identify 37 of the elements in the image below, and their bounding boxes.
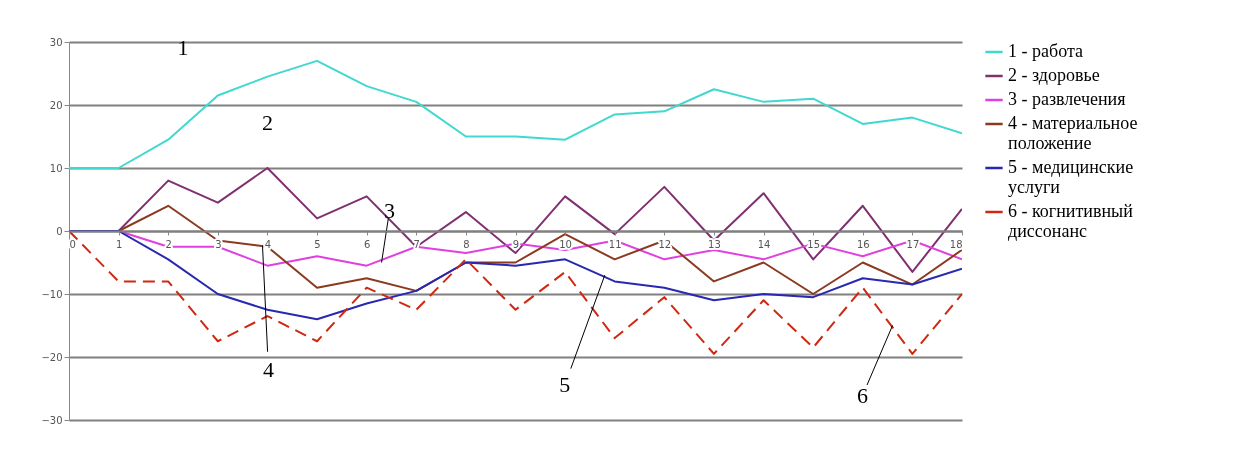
x-tick-label: 11 xyxy=(608,238,622,250)
legend-label: 4 - материальное положение xyxy=(1008,113,1138,153)
y-tick-label: 0 xyxy=(56,225,63,237)
annotation: 2 xyxy=(261,110,273,135)
annotation: 6 xyxy=(857,382,869,408)
x-tick-label: 13 xyxy=(708,238,721,250)
legend-label: 6 - когнитивный диссонанс xyxy=(1008,201,1134,241)
y-tick-label: 30 xyxy=(49,36,63,48)
legend-label: 3 - развлечения xyxy=(1008,89,1126,109)
annotation: 3 xyxy=(384,197,396,223)
legend-label: 2 - здоровье xyxy=(1008,65,1100,85)
line-series xyxy=(69,230,962,321)
y-tick-label: −10 xyxy=(41,288,63,300)
x-tick-label: 18 xyxy=(949,238,963,250)
x-tick-label: 5 xyxy=(314,238,321,250)
x-tick-label: 17 xyxy=(906,238,920,250)
y-tick-label: −30 xyxy=(41,414,63,426)
x-tick-label: 1 xyxy=(115,238,123,250)
x-tick-label: 7 xyxy=(413,238,420,250)
y-tick-label: 20 xyxy=(49,99,63,111)
legend-label: 1 - работа xyxy=(1008,41,1083,61)
annotation: 5 xyxy=(559,372,571,398)
y-tick-label: −20 xyxy=(41,351,63,363)
x-tick-label: 14 xyxy=(757,238,771,250)
x-tick-label: 10 xyxy=(559,238,572,250)
line-series xyxy=(69,230,962,355)
legend-label: 5 - медицинские услуги xyxy=(1008,157,1134,197)
x-tick-label: 8 xyxy=(463,238,470,250)
annotation: 1 xyxy=(177,34,189,60)
y-tick-label: 10 xyxy=(49,162,63,174)
x-tick-label: 0 xyxy=(69,238,76,250)
x-tick-label: 6 xyxy=(363,238,371,250)
x-tick-label: 2 xyxy=(165,238,172,250)
annotation: 4 xyxy=(262,357,274,383)
x-tick-label: 3 xyxy=(215,238,222,250)
x-tick-label: 16 xyxy=(856,238,870,250)
line-series xyxy=(69,59,962,169)
